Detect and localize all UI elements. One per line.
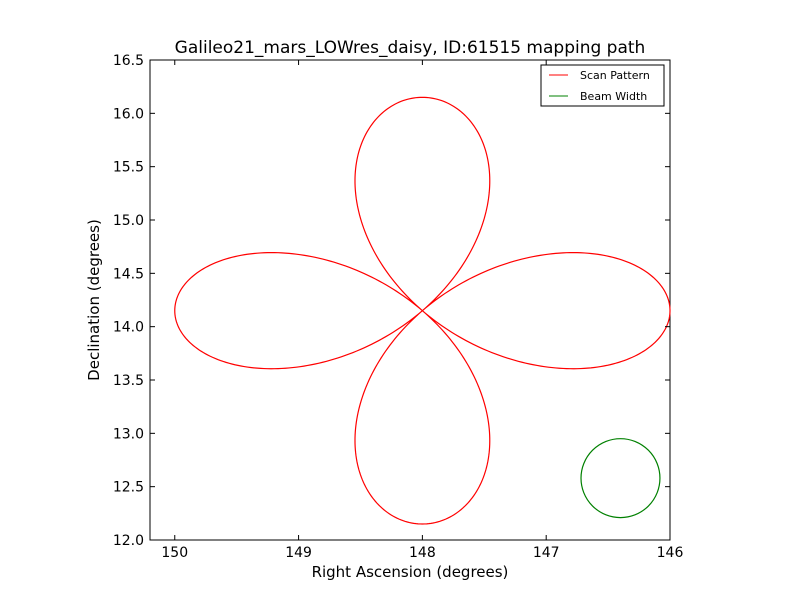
y-tick-label: 12.0 (113, 533, 144, 549)
legend-label-beam-width: Beam Width (580, 90, 647, 103)
x-axis-ticks: 150 149 148 147 146 (161, 60, 683, 561)
y-tick-label: 14.5 (113, 266, 144, 282)
y-tick-label: 14.0 (113, 320, 144, 336)
x-tick-label: 146 (657, 545, 684, 561)
y-tick-label: 15.5 (113, 160, 144, 176)
y-axis-ticks: 12.0 12.5 13.0 13.5 14.0 14.5 15.0 15.5 16.0 16.5 (113, 53, 670, 549)
series-circle-beam-width (580, 438, 661, 519)
x-axis-label: Right Ascension (degrees) (312, 563, 509, 581)
y-tick-label: 15.0 (113, 213, 144, 229)
x-tick-label: 149 (285, 545, 312, 561)
x-tick-label: 150 (161, 545, 188, 561)
x-tick-label: 147 (533, 545, 560, 561)
y-axis-label: Declination (degrees) (85, 219, 103, 381)
chart-title: Galileo21_mars_LOWres_daisy, ID:61515 ma… (175, 38, 646, 58)
legend-box (540, 64, 665, 107)
y-tick-label: 13.0 (113, 426, 144, 442)
series-line-scan-pattern (174, 96, 671, 525)
y-tick-label: 12.5 (113, 480, 144, 496)
y-tick-label: 16.0 (113, 106, 144, 122)
y-tick-label: 16.5 (113, 53, 144, 69)
y-tick-label: 13.5 (113, 373, 144, 389)
plot-area (149, 59, 671, 541)
legend-label-scan-pattern: Scan Pattern (580, 69, 650, 82)
legend: Scan Pattern Beam Width (540, 64, 665, 107)
x-tick-label: 148 (409, 545, 436, 561)
